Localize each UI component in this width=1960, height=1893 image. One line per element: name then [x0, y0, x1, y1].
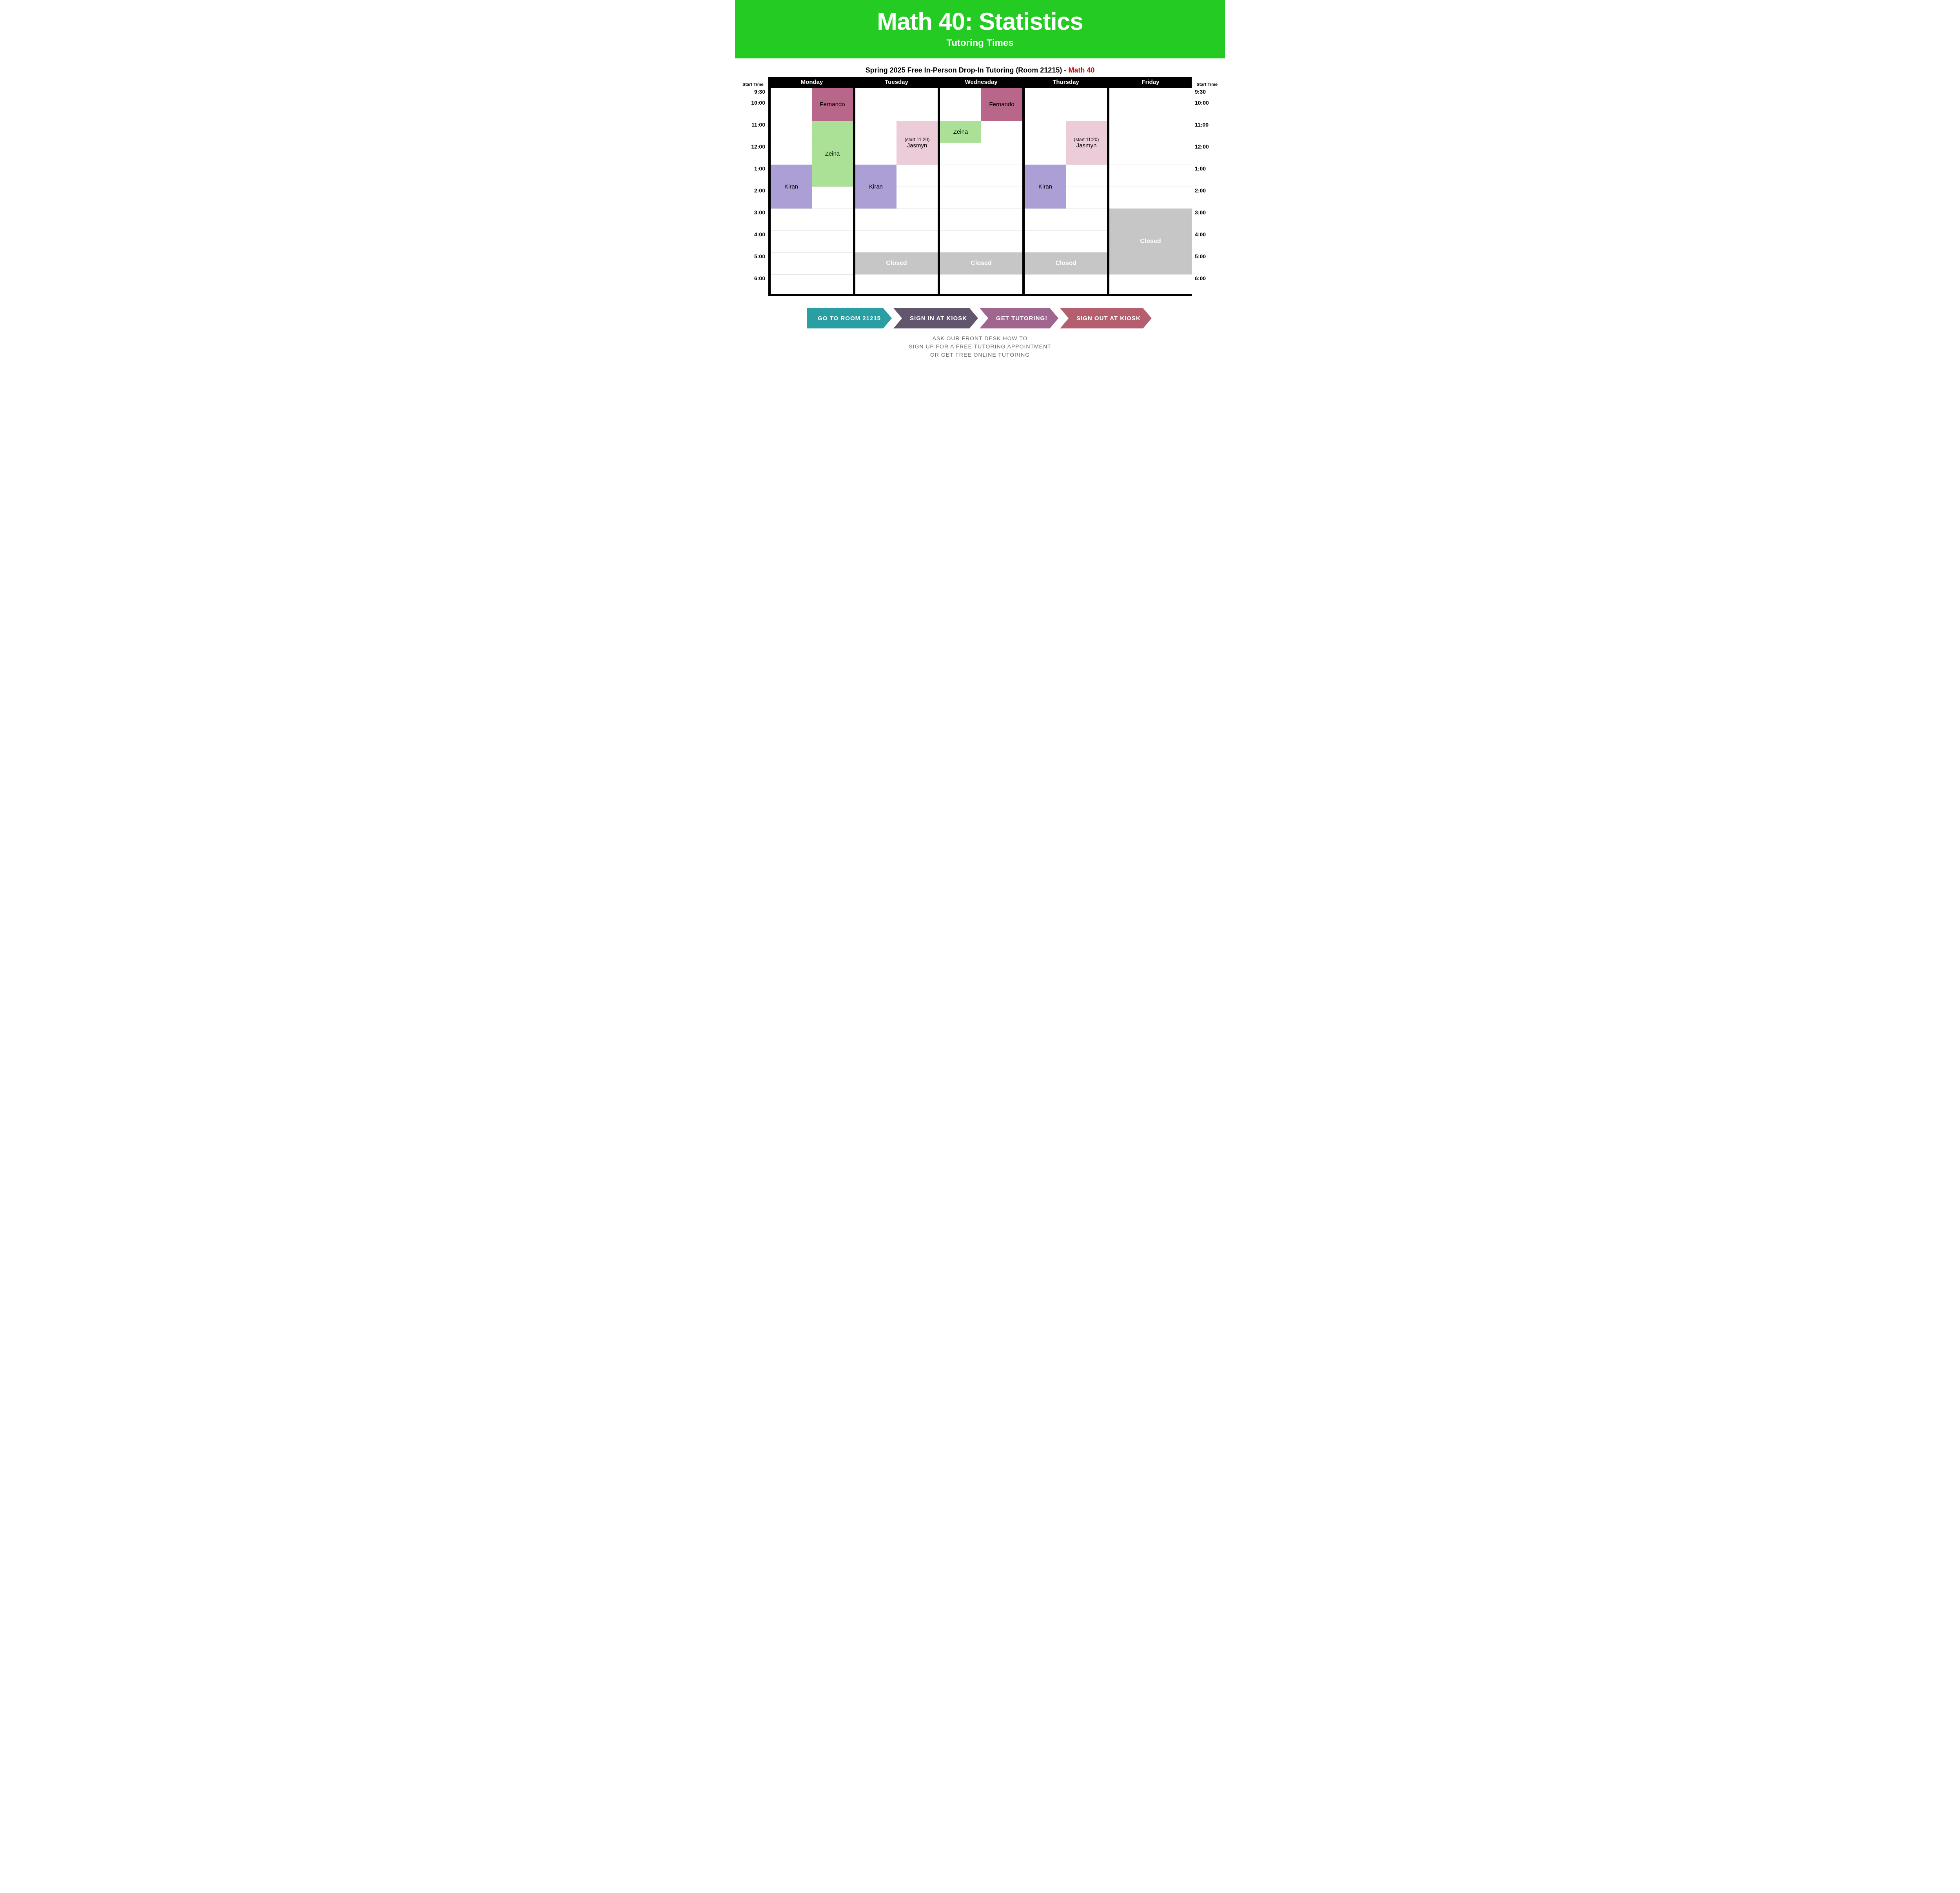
time-label: 11:00 [741, 121, 768, 143]
footer-text: ASK OUR FRONT DESK HOW TO SIGN UP FOR A … [735, 334, 1225, 367]
time-label: 4:00 [741, 230, 768, 252]
tutor-name: Kiran [869, 183, 883, 190]
schedule-container: Spring 2025 Free In-Person Drop-In Tutor… [735, 58, 1225, 300]
closed-block: Closed [855, 252, 938, 274]
time-label: 12:00 [1192, 143, 1219, 165]
tutor-block: (start 11:20)Jasmyn [1066, 121, 1107, 165]
tutor-name: Kiran [784, 183, 798, 190]
time-axis-right: Start Time 9:3010:0011:0012:001:002:003:… [1192, 77, 1219, 296]
day-col-monday: Monday Fernando Zeina Kiran [768, 77, 853, 296]
tutor-block: Kiran [771, 165, 812, 209]
start-time-label-left: Start Time [741, 77, 768, 88]
tutor-block-note: (start 11:20) [1074, 137, 1099, 142]
footer-line: ASK OUR FRONT DESK HOW TO [735, 334, 1225, 343]
time-label: 10:00 [741, 99, 768, 121]
page-title: Math 40: Statistics [735, 8, 1225, 36]
start-time-label-right: Start Time [1192, 77, 1219, 88]
tutor-block: Zeina [940, 121, 981, 143]
time-label: 1:00 [741, 165, 768, 187]
tutor-name: Kiran [1038, 183, 1052, 190]
day-col-friday: Friday Closed [1107, 77, 1192, 296]
footer-line: SIGN UP FOR A FREE TUTORING APPOINTMENT [735, 343, 1225, 351]
page-subtitle: Tutoring Times [735, 38, 1225, 49]
time-label: 2:00 [741, 187, 768, 209]
time-label: 6:00 [1192, 274, 1219, 296]
tutor-block-note: (start 11:20) [905, 137, 930, 142]
tutor-name: Jasmyn [1076, 142, 1097, 149]
tutor-name: Fernando [820, 101, 845, 108]
day-col-thursday: Thursday (start 11:20)Jasmyn Kiran Closed [1022, 77, 1107, 296]
tutor-block: Fernando [981, 88, 1022, 121]
step-get-tutoring: GET TUTORING! [980, 308, 1058, 328]
time-label: 5:00 [1192, 252, 1219, 274]
time-axis-left: Start Time 9:3010:0011:0012:001:002:003:… [741, 77, 768, 296]
time-label: 3:00 [741, 209, 768, 230]
time-label: 11:00 [1192, 121, 1219, 143]
time-label: 10:00 [1192, 99, 1219, 121]
day-header: Friday [1109, 77, 1192, 88]
tutor-block: Zeina [812, 121, 853, 187]
step-sign-in: SIGN IN AT KIOSK [893, 308, 978, 328]
tutor-block: (start 11:20)Jasmyn [897, 121, 938, 165]
tutor-block: Kiran [1025, 165, 1066, 209]
header-banner: Math 40: Statistics Tutoring Times [735, 0, 1225, 58]
day-header: Tuesday [855, 77, 938, 88]
step-go-to-room: GO TO ROOM 21215 [807, 308, 892, 328]
closed-block: Closed [1109, 209, 1192, 274]
time-label: 6:00 [741, 274, 768, 296]
day-col-tuesday: Tuesday (start 11:20)Jasmyn Kiran Closed [853, 77, 938, 296]
process-steps: GO TO ROOM 21215 SIGN IN AT KIOSK GET TU… [735, 308, 1225, 328]
time-label: 5:00 [741, 252, 768, 274]
time-label: 9:30 [741, 88, 768, 99]
tutor-name: Zeina [953, 129, 968, 135]
day-header: Monday [771, 77, 853, 88]
closed-block: Closed [1025, 252, 1107, 274]
closed-block: Closed [940, 252, 1022, 274]
tutor-name: Jasmyn [907, 142, 927, 149]
day-col-wednesday: Wednesday Fernando Zeina Closed [938, 77, 1022, 296]
day-header: Wednesday [940, 77, 1022, 88]
tutor-block: Fernando [812, 88, 853, 121]
time-label: 2:00 [1192, 187, 1219, 209]
time-label: 3:00 [1192, 209, 1219, 230]
tutor-block: Kiran [855, 165, 897, 209]
schedule-title-prefix: Spring 2025 Free In-Person Drop-In Tutor… [866, 66, 1069, 74]
footer-line: OR GET FREE ONLINE TUTORING [735, 351, 1225, 359]
schedule-title-highlight: Math 40 [1068, 66, 1094, 74]
schedule-title: Spring 2025 Free In-Person Drop-In Tutor… [741, 66, 1219, 74]
tutor-name: Zeina [825, 150, 840, 157]
tutor-name: Fernando [989, 101, 1014, 108]
time-label: 9:30 [1192, 88, 1219, 99]
day-header: Thursday [1025, 77, 1107, 88]
step-sign-out: SIGN OUT AT KIOSK [1060, 308, 1152, 328]
time-label: 12:00 [741, 143, 768, 165]
schedule-grid: Start Time 9:3010:0011:0012:001:002:003:… [741, 77, 1219, 296]
time-label: 1:00 [1192, 165, 1219, 187]
time-label: 4:00 [1192, 230, 1219, 252]
